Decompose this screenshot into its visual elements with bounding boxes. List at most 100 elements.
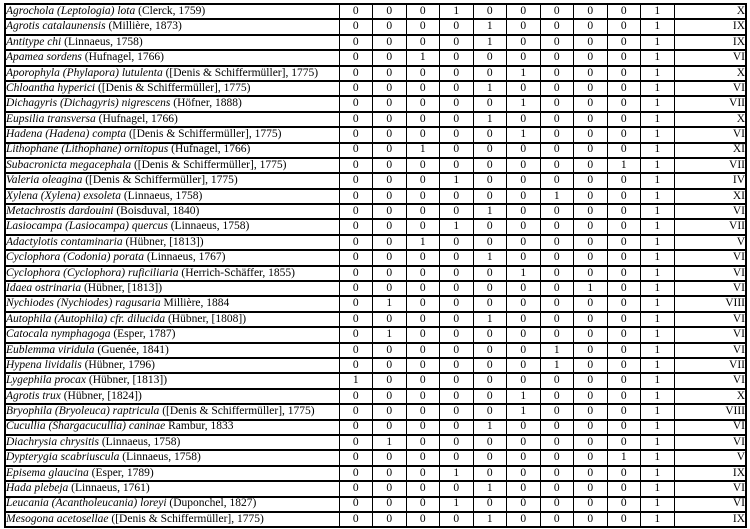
taxon-cell: Mesogona acetosellae ([Denis & Schifferm…	[4, 510, 340, 529]
value-cell: 0	[573, 141, 608, 159]
taxon-author: (Hufnagel, 1766)	[98, 112, 178, 125]
taxon-author: ([Denis & Schiffermüller], 1775)	[85, 174, 238, 187]
value-cell: 1	[606, 156, 641, 175]
taxon-cell: Lithophane (Lithophane) ornitopus (Hufna…	[4, 141, 340, 159]
value-cell: 0	[372, 249, 407, 267]
value-cell: 1	[640, 249, 675, 267]
value-cell: 1	[640, 33, 675, 52]
table-row: Idaea ostrinaria (Hübner, [1813]) 0 0 0 0 0 0 0…	[4, 280, 747, 298]
value-cell: 0	[506, 203, 541, 221]
month-roman-cell: VI	[673, 495, 747, 513]
taxon-cell: Hada plebeja (Linnaeus, 1761)	[4, 480, 340, 498]
value-cell: 0	[439, 403, 474, 421]
value-cell: 0	[405, 64, 440, 82]
value-cell: 0	[439, 141, 474, 159]
month-roman-cell: VI	[673, 418, 747, 436]
table-row: Autophila (Autophila) cfr. dilucida (Hüb…	[4, 310, 747, 329]
value-cell: 0	[539, 433, 574, 452]
value-cell: 0	[606, 141, 641, 159]
month-roman-cell: VIII	[673, 403, 747, 421]
value-cell: 1	[405, 141, 440, 159]
taxon-cell: Cyclophora (Cyclophora) ruficiliaria (He…	[4, 264, 340, 283]
value-cell: 0	[439, 187, 474, 206]
value-cell: 0	[472, 141, 507, 159]
value-cell: 1	[506, 95, 541, 113]
value-cell: 0	[338, 510, 373, 529]
taxon-cell: Diachrysia chrysitis (Linnaeus, 1758)	[4, 433, 340, 452]
taxon-cell: Agrotis trux (Hübner, [1824])	[4, 387, 340, 406]
value-cell: 1	[506, 387, 541, 406]
value-cell: 0	[573, 480, 608, 498]
value-cell: 0	[539, 495, 574, 513]
taxon-name: Cyclophora (Codonia) porata	[6, 251, 144, 264]
value-cell: 0	[405, 126, 440, 144]
value-cell: 0	[606, 203, 641, 221]
value-cell: 0	[372, 356, 407, 375]
value-cell: 0	[372, 510, 407, 529]
value-cell: 1	[539, 187, 574, 206]
value-cell: 1	[640, 387, 675, 406]
month-roman-cell: VII	[673, 95, 747, 113]
value-cell: 0	[338, 2, 373, 21]
taxon-cell: Subacronicta megacephala ([Denis & Schif…	[4, 156, 340, 175]
value-cell: 0	[573, 403, 608, 421]
value-cell: 0	[573, 356, 608, 375]
table-row: Leucania (Acantholeucania) loreyi (Dupon…	[4, 495, 747, 513]
value-cell: 0	[472, 464, 507, 483]
taxon-author: (Linnaeus, 1758)	[64, 35, 143, 48]
value-cell: 0	[372, 33, 407, 52]
value-cell: 0	[338, 110, 373, 129]
month-roman-cell: VI	[673, 480, 747, 498]
taxon-author: (Linnaeus, 1758)	[123, 189, 203, 202]
value-cell: 1	[640, 79, 675, 98]
value-cell: 0	[539, 264, 574, 283]
taxon-name: Agrotis catalaunensis	[6, 20, 106, 33]
taxon-cell: Hypena lividalis (Hübner, 1796)	[4, 356, 340, 375]
value-cell: 0	[472, 49, 507, 67]
value-cell: 1	[640, 203, 675, 221]
value-cell: 0	[539, 418, 574, 436]
value-cell: 1	[640, 433, 675, 452]
value-cell: 1	[640, 449, 675, 467]
value-cell: 1	[640, 264, 675, 283]
taxon-cell: Aporophyla (Phylapora) lutulenta ([Denis…	[4, 64, 340, 82]
value-cell: 0	[439, 126, 474, 144]
value-cell: 0	[606, 341, 641, 360]
taxon-name: Cyclophora (Cyclophora) ruficiliaria	[6, 266, 179, 279]
value-cell: 1	[573, 280, 608, 298]
value-cell: 0	[338, 264, 373, 283]
value-cell: 0	[372, 49, 407, 67]
value-cell: 0	[573, 203, 608, 221]
value-cell: 0	[573, 449, 608, 467]
value-cell: 0	[405, 372, 440, 390]
value-cell: 0	[338, 156, 373, 175]
month-roman-cell: X	[673, 2, 747, 21]
value-cell: 0	[506, 49, 541, 67]
month-roman-cell: VII	[673, 218, 747, 236]
value-cell: 0	[372, 187, 407, 206]
value-cell: 0	[606, 233, 641, 252]
value-cell: 0	[506, 18, 541, 36]
value-cell: 1	[640, 110, 675, 129]
value-cell: 0	[472, 387, 507, 406]
value-cell: 0	[506, 310, 541, 329]
value-cell: 0	[606, 403, 641, 421]
value-cell: 0	[405, 156, 440, 175]
table-row: Adactylotis contaminaria (Hübner, [1813]…	[4, 233, 747, 252]
taxon-author: (Höfner, 1888)	[173, 97, 242, 110]
month-roman-cell: VI	[673, 79, 747, 98]
value-cell: 0	[405, 418, 440, 436]
value-cell: 0	[506, 79, 541, 98]
value-cell: 1	[472, 249, 507, 267]
value-cell: 0	[573, 172, 608, 190]
value-cell: 0	[573, 187, 608, 206]
taxon-author: (Hufnagel, 1766)	[84, 51, 164, 64]
value-cell: 0	[405, 187, 440, 206]
table-row: Subacronicta megacephala ([Denis & Schif…	[4, 156, 747, 175]
month-roman-cell: IX	[673, 464, 747, 483]
value-cell: 0	[606, 64, 641, 82]
value-cell: 0	[573, 310, 608, 329]
month-roman-cell: VIII	[673, 295, 747, 313]
month-roman-cell: VI	[673, 264, 747, 283]
taxon-author: Rambur, 1833	[168, 420, 234, 433]
